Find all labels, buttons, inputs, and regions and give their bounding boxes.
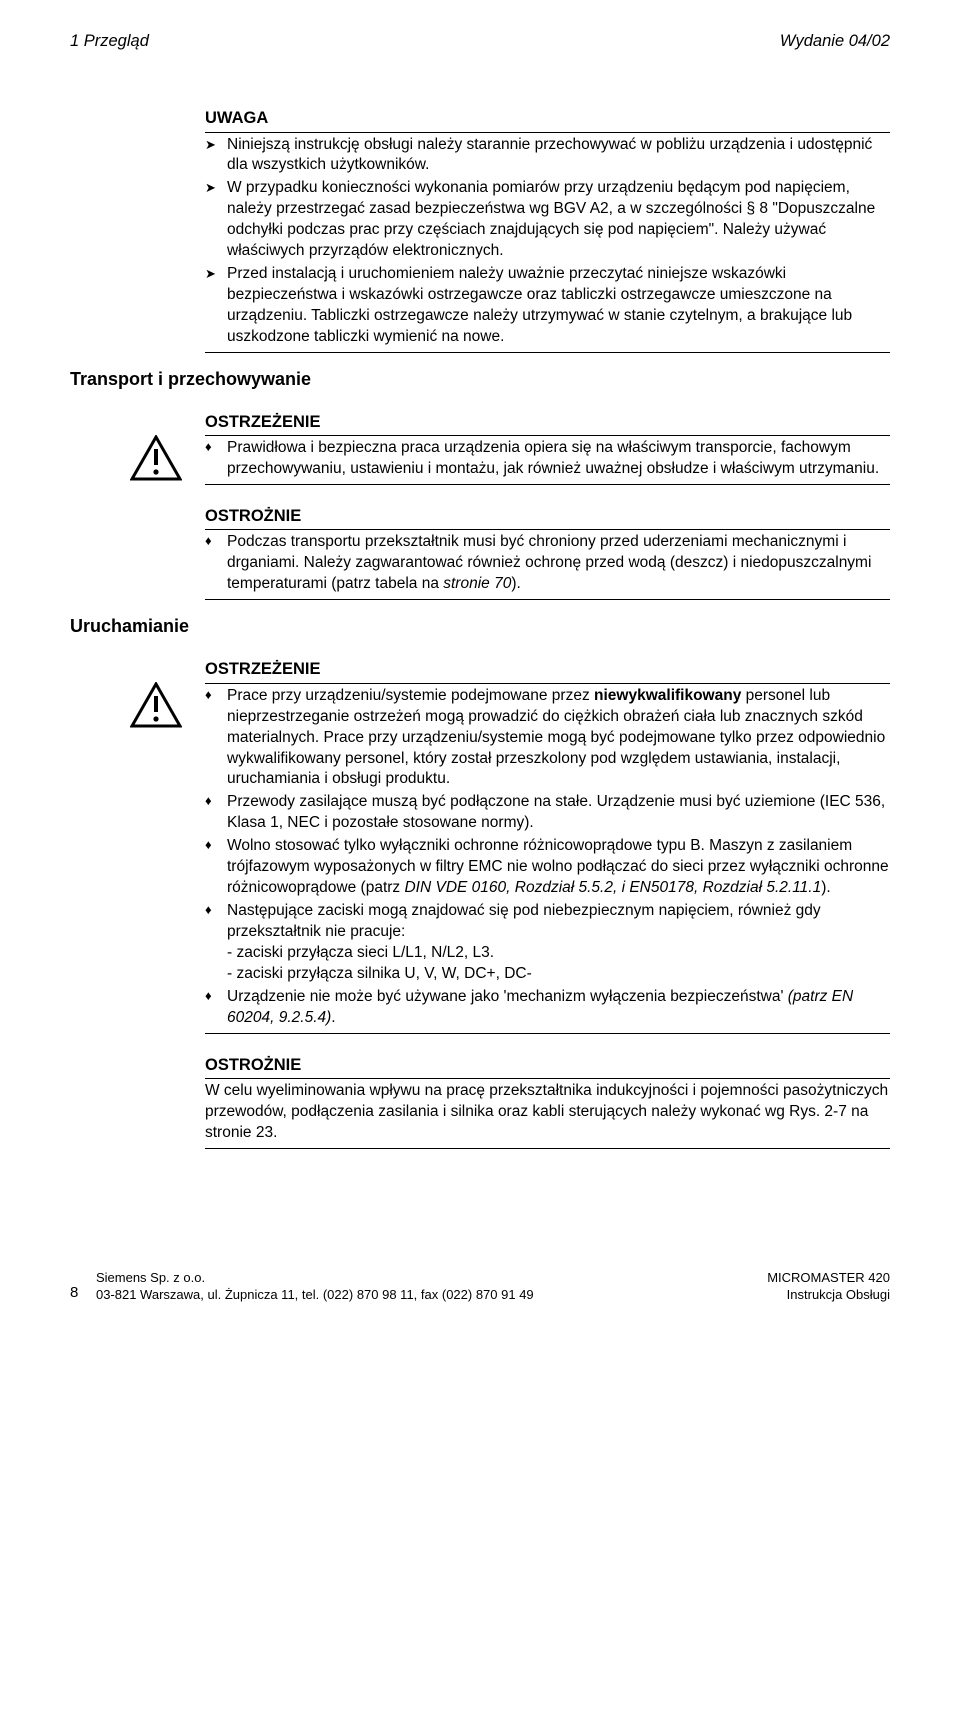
text: Urządzenie nie może być używane jako 'me… — [227, 988, 788, 1005]
text-italic: stronie 70 — [443, 575, 511, 592]
uruch-warn-item: Urządzenie nie może być używane jako 'me… — [205, 987, 890, 1029]
uwaga-item: W przypadku konieczności wykonania pomia… — [205, 178, 890, 262]
warning-icon — [130, 435, 182, 481]
uruch-warn-item: Następujące zaciski mogą znajdować się p… — [205, 901, 890, 985]
rule — [205, 484, 890, 485]
rule — [205, 1033, 890, 1034]
uruch-warn-item: Wolno stosować tylko wyłączniki ochronne… — [205, 836, 890, 899]
page-header: 1 Przegląd Wydanie 04/02 — [70, 30, 890, 52]
text-italic: DIN VDE 0160, Rozdział 5.5.2, i EN50178,… — [404, 879, 821, 896]
text-bold: niewykwalifikowany — [594, 687, 741, 704]
page-number: 8 — [70, 1284, 78, 1301]
uruchamianie-warning-block: OSTRZEŻENIE Prace przy urządzeniu/system… — [70, 658, 890, 1033]
transport-warn-item: Prawidłowa i bezpieczna praca urządzenia… — [205, 438, 890, 480]
transport-caution-title: OSTROŻNIE — [205, 505, 890, 527]
transport-warning-block: OSTRZEŻENIE Prawidłowa i bezpieczna prac… — [70, 411, 890, 485]
footer-address: 03-821 Warszawa, ul. Żupnicza 11, tel. (… — [96, 1286, 534, 1304]
footer-left: 8 Siemens Sp. z o.o. 03-821 Warszawa, ul… — [70, 1269, 534, 1304]
uwaga-title: UWAGA — [205, 107, 890, 129]
transport-caution-item: Podczas transportu przekształtnik musi b… — [205, 532, 890, 595]
rule — [205, 1148, 890, 1149]
text: Podczas transportu przekształtnik musi b… — [227, 533, 871, 592]
sub-line: - zaciski przyłącza sieci L/L1, N/L2, L3… — [227, 943, 890, 964]
footer-doc-type: Instrukcja Obsługi — [767, 1286, 890, 1304]
sub-line: - zaciski przyłącza silnika U, V, W, DC+… — [227, 964, 890, 985]
rule — [205, 599, 890, 600]
rule — [205, 132, 890, 133]
header-right: Wydanie 04/02 — [780, 30, 890, 52]
text: ). — [821, 879, 830, 896]
transport-warn-title: OSTRZEŻENIE — [205, 411, 890, 433]
uruchamianie-heading: Uruchamianie — [70, 614, 189, 638]
uruch-warn-item: Przewody zasilające muszą być podłączone… — [205, 792, 890, 834]
rule — [205, 529, 890, 530]
uwaga-item: Niniejszą instrukcję obsługi należy star… — [205, 135, 890, 177]
uruch-warn-item: Prace przy urządzeniu/systemie podejmowa… — [205, 686, 890, 791]
uruchamianie-caution-title: OSTROŻNIE — [205, 1054, 890, 1076]
rule — [205, 1078, 890, 1079]
uruchamianie-caution-text: W celu wyeliminowania wpływu na pracę pr… — [205, 1081, 890, 1144]
page-footer: 8 Siemens Sp. z o.o. 03-821 Warszawa, ul… — [70, 1269, 890, 1304]
uwaga-body: Niniejszą instrukcję obsługi należy star… — [205, 135, 890, 348]
text: ). — [511, 575, 520, 592]
text: Prace przy urządzeniu/systemie podejmowa… — [227, 687, 594, 704]
uruchamianie-heading-row: Uruchamianie — [70, 614, 890, 638]
text: Następujące zaciski mogą znajdować się p… — [227, 902, 821, 940]
uwaga-item: Przed instalacją i uruchomieniem należy … — [205, 264, 890, 348]
warning-icon — [130, 682, 182, 728]
text: . — [331, 1009, 335, 1026]
rule — [205, 435, 890, 436]
header-left: 1 Przegląd — [70, 30, 149, 52]
rule — [205, 683, 890, 684]
footer-right: MICROMASTER 420 Instrukcja Obsługi — [767, 1269, 890, 1304]
footer-company: Siemens Sp. z o.o. — [96, 1269, 534, 1287]
uruchamianie-warn-title: OSTRZEŻENIE — [205, 658, 890, 680]
footer-product: MICROMASTER 420 — [767, 1269, 890, 1287]
rule — [205, 352, 890, 353]
transport-heading: Transport i przechowywanie — [70, 367, 311, 391]
transport-heading-row: Transport i przechowywanie — [70, 367, 890, 391]
